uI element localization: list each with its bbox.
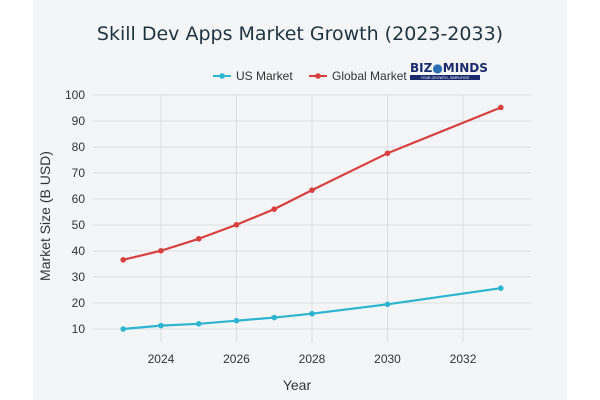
data-point[interactable] [384, 150, 391, 157]
data-point[interactable] [158, 322, 164, 329]
y-tick-label: 70 [72, 166, 86, 180]
data-point[interactable] [271, 314, 278, 321]
legend-swatch-marker [315, 73, 321, 79]
legend-item-us-market[interactable]: US Market [213, 69, 293, 83]
chart-title: Skill Dev Apps Market Growth (2023-2033) [97, 23, 503, 45]
data-point[interactable] [271, 206, 278, 212]
data-point[interactable] [384, 301, 391, 308]
data-point[interactable] [195, 235, 202, 242]
data-point[interactable] [309, 187, 315, 193]
legend-label: US Market [236, 69, 293, 83]
y-tick-label: 20 [72, 296, 86, 310]
x-axis-ticks: 2024 2026 2028 2030 2032 [148, 352, 477, 366]
y-tick-label: 90 [72, 114, 86, 128]
series-us-market [120, 285, 504, 332]
series-line-global-market [122, 106, 502, 261]
y-axis-ticks: 10 20 30 40 50 60 70 80 90 100 [65, 88, 85, 336]
series-layer [120, 104, 504, 332]
data-point[interactable] [497, 104, 504, 111]
y-tick-label: 50 [72, 218, 86, 232]
y-tick-label: 30 [72, 270, 86, 284]
data-point[interactable] [158, 247, 164, 254]
data-point[interactable] [497, 285, 504, 291]
y-tick-label: 80 [72, 140, 86, 154]
legend: US Market Global Market [213, 69, 407, 83]
x-tick-label: 2024 [148, 352, 175, 366]
x-tick-label: 2030 [374, 352, 401, 366]
y-tick-label: 100 [65, 88, 85, 102]
x-tick-label: 2026 [223, 352, 250, 366]
legend-item-global-market[interactable]: Global Market [309, 69, 407, 83]
logo-wordmark: BIZ●MINDS [410, 61, 488, 75]
legend-label: Global Market [332, 69, 407, 83]
data-point[interactable] [309, 310, 315, 317]
x-axis-label: Year [283, 377, 312, 393]
data-point[interactable] [233, 317, 240, 324]
gridlines [93, 94, 531, 342]
legend-swatch-marker [219, 73, 225, 79]
y-tick-label: 40 [72, 244, 86, 258]
data-point[interactable] [120, 257, 127, 263]
data-point[interactable] [233, 221, 240, 228]
y-tick-label: 60 [72, 192, 86, 206]
data-point[interactable] [120, 326, 127, 332]
data-point[interactable] [195, 321, 202, 327]
y-axis-label: Market Size (B USD) [37, 151, 53, 281]
series-global-market [120, 104, 504, 263]
x-tick-label: 2028 [299, 352, 326, 366]
bizminds-logo: BIZ●MINDS YOUR GROWTH, SIMPLIFIED [410, 61, 488, 80]
globe-icon: ● [432, 61, 442, 75]
logo-tagline: YOUR GROWTH, SIMPLIFIED [421, 76, 470, 80]
chart-card: Skill Dev Apps Market Growth (2023-2033)… [33, 0, 567, 400]
series-line-us-market [123, 287, 501, 331]
x-tick-label: 2032 [450, 352, 477, 366]
line-chart: Skill Dev Apps Market Growth (2023-2033)… [37, 23, 531, 393]
y-tick-label: 10 [72, 322, 86, 336]
